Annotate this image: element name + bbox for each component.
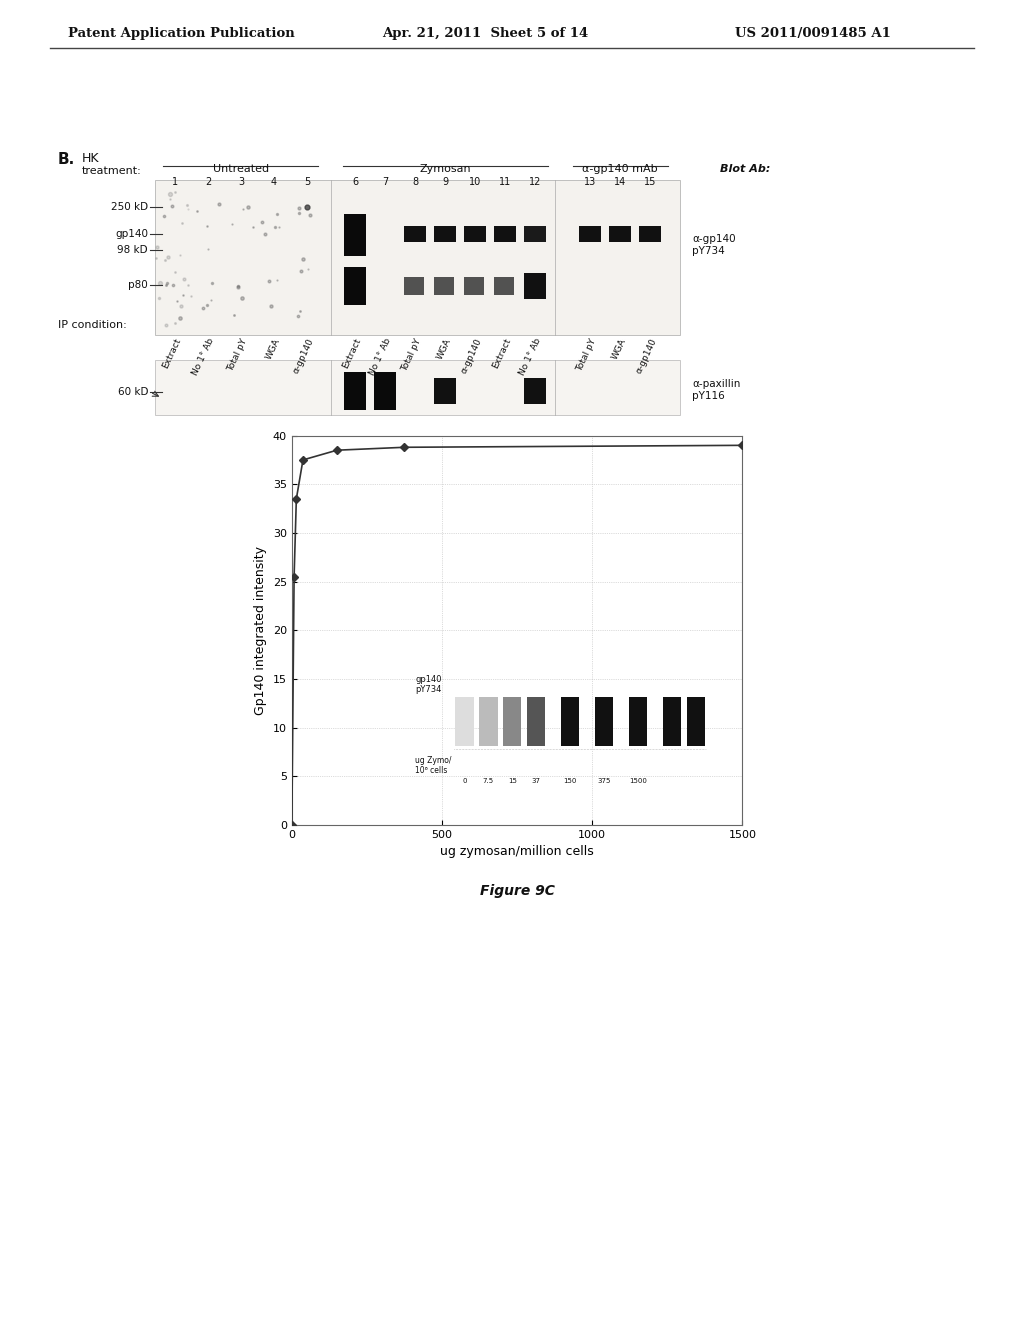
Text: 15: 15 bbox=[644, 177, 656, 187]
Bar bbox=[609, 226, 631, 242]
Text: 4: 4 bbox=[271, 177, 278, 187]
Text: 9: 9 bbox=[442, 177, 449, 187]
Text: 13: 13 bbox=[584, 177, 596, 187]
Text: α-gp140: α-gp140 bbox=[459, 337, 483, 375]
Text: 98 kD: 98 kD bbox=[118, 246, 148, 255]
Text: 5: 5 bbox=[304, 177, 310, 187]
Bar bbox=[404, 226, 426, 242]
Text: α-gp140: α-gp140 bbox=[291, 337, 315, 375]
Text: 14: 14 bbox=[613, 177, 626, 187]
Bar bbox=[663, 697, 681, 746]
Text: 1500: 1500 bbox=[629, 779, 647, 784]
Bar bbox=[639, 226, 662, 242]
Text: Total pY: Total pY bbox=[575, 337, 598, 372]
Bar bbox=[464, 277, 484, 294]
Text: 7: 7 bbox=[382, 177, 388, 187]
Bar bbox=[524, 378, 546, 404]
Bar bbox=[434, 277, 454, 294]
Text: US 2011/0091485 A1: US 2011/0091485 A1 bbox=[735, 26, 891, 40]
Text: WGA: WGA bbox=[610, 337, 628, 360]
Text: B.: B. bbox=[58, 152, 75, 168]
Text: p80: p80 bbox=[128, 280, 148, 290]
Text: 12: 12 bbox=[528, 177, 542, 187]
Text: Patent Application Publication: Patent Application Publication bbox=[68, 26, 295, 40]
Bar bbox=[455, 697, 474, 746]
Text: α-gp140 mAb: α-gp140 mAb bbox=[583, 164, 657, 174]
Bar bbox=[526, 697, 545, 746]
Text: 150: 150 bbox=[563, 779, 577, 784]
Text: 37: 37 bbox=[531, 779, 541, 784]
Text: IP condition:: IP condition: bbox=[58, 319, 127, 330]
Text: 3: 3 bbox=[238, 177, 244, 187]
Text: 250 kD: 250 kD bbox=[111, 202, 148, 213]
Text: Apr. 21, 2011  Sheet 5 of 14: Apr. 21, 2011 Sheet 5 of 14 bbox=[382, 26, 588, 40]
Text: 0: 0 bbox=[462, 779, 467, 784]
Text: WGA: WGA bbox=[435, 337, 454, 360]
X-axis label: ug zymosan/million cells: ug zymosan/million cells bbox=[440, 845, 594, 858]
Text: Total pY: Total pY bbox=[400, 337, 423, 372]
Bar bbox=[464, 226, 486, 242]
Y-axis label: Gp140 integrated intensity: Gp140 integrated intensity bbox=[254, 545, 267, 715]
Bar bbox=[524, 226, 546, 242]
Text: Blot Ab:: Blot Ab: bbox=[720, 164, 770, 174]
Text: 10: 10 bbox=[469, 177, 481, 187]
Text: 15: 15 bbox=[508, 779, 517, 784]
Text: α-gp140
pY734: α-gp140 pY734 bbox=[692, 234, 735, 256]
Text: ug Zymo/
10⁶ cells: ug Zymo/ 10⁶ cells bbox=[415, 756, 452, 775]
Text: HK: HK bbox=[82, 152, 99, 165]
Bar bbox=[344, 214, 366, 256]
Text: 11: 11 bbox=[499, 177, 511, 187]
Text: 7.5: 7.5 bbox=[483, 779, 494, 784]
Bar bbox=[503, 697, 521, 746]
Bar bbox=[344, 372, 366, 411]
Text: Untreated: Untreated bbox=[213, 164, 269, 174]
Bar bbox=[494, 277, 514, 294]
Text: gp140
pY734: gp140 pY734 bbox=[415, 675, 441, 694]
Text: Extract: Extract bbox=[161, 337, 183, 370]
Text: Extract: Extract bbox=[341, 337, 364, 370]
Text: 8: 8 bbox=[412, 177, 418, 187]
Text: Zymosan: Zymosan bbox=[419, 164, 471, 174]
Text: 6: 6 bbox=[352, 177, 358, 187]
Text: Total pY: Total pY bbox=[226, 337, 249, 372]
Text: treatment:: treatment: bbox=[82, 166, 141, 176]
Bar bbox=[155, 180, 680, 335]
Bar bbox=[579, 226, 601, 242]
Text: Figure 9C: Figure 9C bbox=[479, 884, 555, 899]
Bar bbox=[524, 273, 546, 300]
Text: Extract: Extract bbox=[492, 337, 513, 370]
Text: Figure 9B: Figure 9B bbox=[382, 438, 458, 451]
Text: 375: 375 bbox=[597, 779, 610, 784]
Text: No 1° Ab: No 1° Ab bbox=[368, 337, 393, 378]
Bar bbox=[434, 378, 456, 404]
Bar bbox=[629, 697, 647, 746]
Bar bbox=[524, 226, 546, 242]
Bar bbox=[686, 697, 706, 746]
Bar bbox=[344, 267, 366, 305]
Text: No 1° Ab: No 1° Ab bbox=[518, 337, 543, 378]
Bar bbox=[434, 226, 456, 242]
Text: 60 kD: 60 kD bbox=[118, 387, 148, 397]
Bar bbox=[404, 277, 424, 294]
Bar bbox=[374, 372, 396, 411]
Text: α-paxillin
pY116: α-paxillin pY116 bbox=[692, 379, 740, 401]
Bar bbox=[494, 226, 516, 242]
Text: No 1° Ab: No 1° Ab bbox=[191, 337, 216, 378]
Bar bbox=[479, 697, 498, 746]
Text: gp140: gp140 bbox=[115, 228, 148, 239]
Text: WGA: WGA bbox=[264, 337, 283, 360]
Text: α-gp140: α-gp140 bbox=[634, 337, 658, 375]
Bar bbox=[155, 360, 680, 414]
Bar bbox=[560, 697, 580, 746]
Text: 2: 2 bbox=[205, 177, 211, 187]
Bar bbox=[595, 697, 613, 746]
Text: 1: 1 bbox=[172, 177, 178, 187]
